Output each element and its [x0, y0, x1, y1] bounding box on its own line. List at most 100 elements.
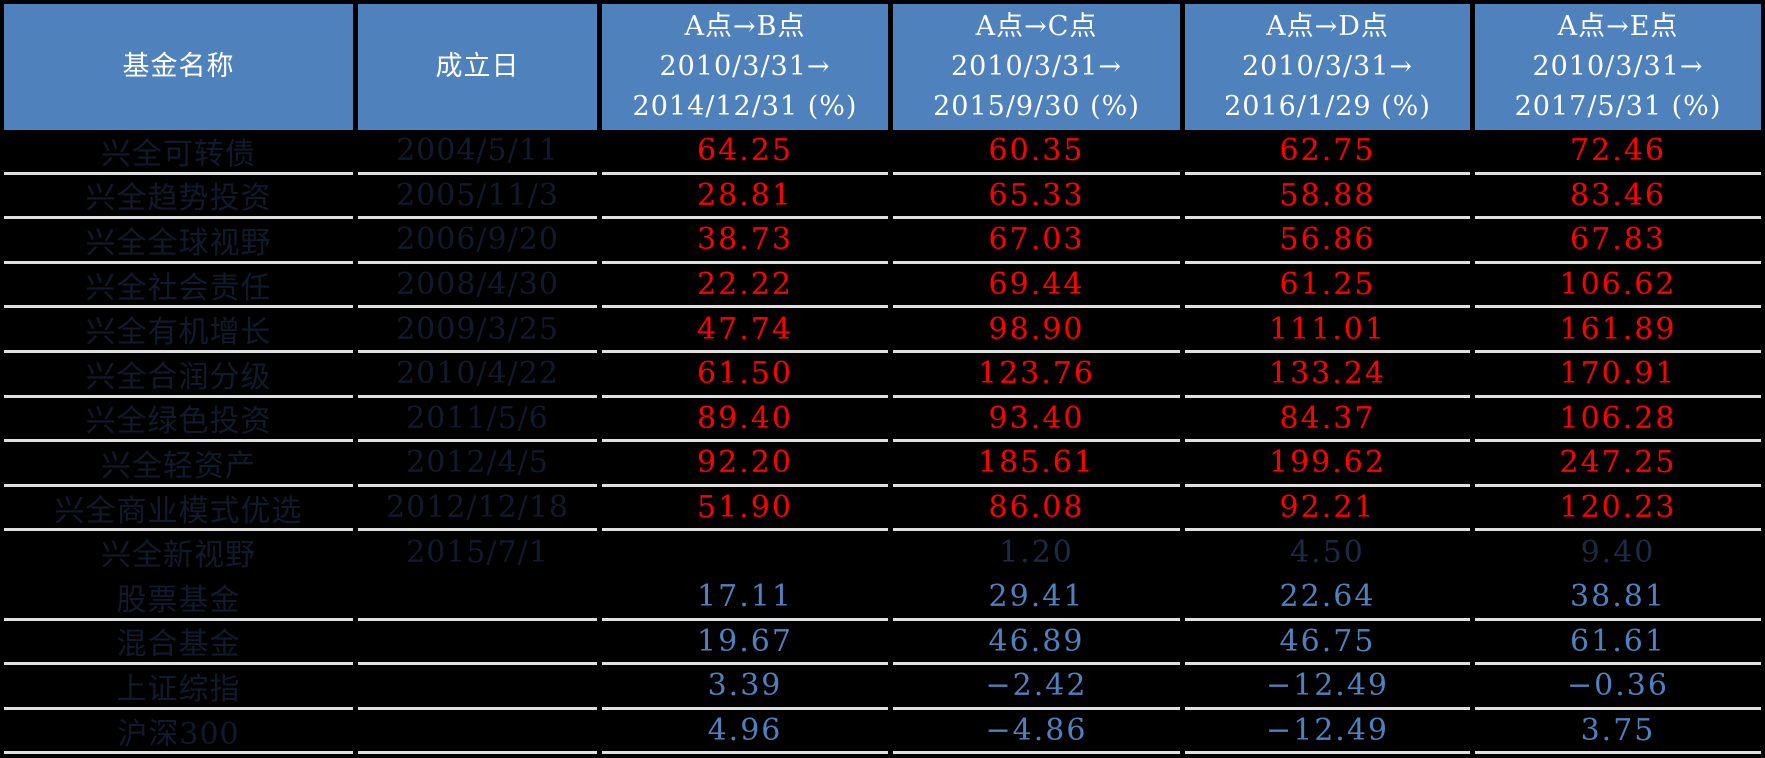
- header-line: 2010/3/31→: [950, 51, 1123, 82]
- table-row: 兴全合润分级 2010/4/22 61.50 123.76 133.24 170…: [4, 353, 1761, 398]
- table-row: 兴全绿色投资 2011/5/6 89.40 93.40 84.37 106.28: [4, 398, 1761, 443]
- table-row: 混合基金 19.67 46.89 46.75 61.61: [4, 621, 1761, 666]
- return-a-b-cell: [602, 531, 888, 576]
- return-a-d-cell: 46.75: [1185, 621, 1470, 666]
- inception-date-cell: 2012/4/5: [358, 442, 597, 487]
- header-line: A点→B点: [684, 11, 806, 42]
- return-a-c-cell: 86.08: [893, 487, 1180, 532]
- return-a-c-cell: 67.03: [893, 219, 1180, 264]
- return-a-c-cell: 60.35: [893, 130, 1180, 175]
- return-a-e-cell: 83.46: [1475, 175, 1761, 220]
- inception-date-cell: 2015/7/1: [406, 534, 549, 570]
- fund-name-cell: 兴全可转债: [4, 130, 353, 175]
- return-a-b-cell: 3.39: [602, 665, 888, 710]
- header-line: 2014/12/31 (%): [632, 91, 858, 122]
- header-line: 2010/3/31→: [659, 51, 831, 82]
- return-a-c-cell: 46.89: [893, 621, 1180, 666]
- header-return-a-d: A点→D点 2010/3/31→ 2016/1/29 (%): [1185, 4, 1470, 130]
- return-a-e-cell: 247.25: [1475, 442, 1761, 487]
- return-a-b-cell: 4.96: [602, 710, 888, 755]
- table-row: 兴全可转债 2004/5/11 64.25 60.35 62.75 72.46: [4, 130, 1761, 175]
- header-fund-name: 基金名称: [4, 4, 353, 130]
- inception-date-cell: [358, 621, 597, 666]
- fund-name-cell: 上证综指: [4, 665, 353, 710]
- inception-date-cell: 2006/9/20: [358, 219, 597, 264]
- return-a-d-cell: −12.49: [1185, 665, 1470, 710]
- table-row: 兴全趋势投资 2005/11/3 28.81 65.33 58.88 83.46: [4, 175, 1761, 220]
- return-a-d-cell: 92.21: [1185, 487, 1470, 532]
- return-a-e-cell: 61.61: [1475, 621, 1761, 666]
- return-a-b-cell: 22.22: [602, 264, 888, 309]
- return-a-e-cell: 120.23: [1475, 487, 1761, 532]
- header-line: A点→E点: [1557, 11, 1679, 42]
- table-row: 兴全轻资产 2012/4/5 92.20 185.61 199.62 247.2…: [4, 442, 1761, 487]
- return-a-e-cell: −0.36: [1475, 665, 1761, 710]
- inception-date-cell: 2005/11/3: [358, 175, 597, 220]
- inception-date-cell: 2012/12/18: [358, 487, 597, 532]
- return-a-c-cell: 69.44: [893, 264, 1180, 309]
- fund-name-cell: 兴全商业模式优选: [4, 487, 353, 532]
- return-a-b-cell: 61.50: [602, 353, 888, 398]
- return-a-c-cell: 98.90: [893, 308, 1180, 353]
- header-line: A点→C点: [975, 11, 1098, 42]
- return-a-b-cell: 28.81: [602, 175, 888, 220]
- return-a-b-cell: 64.25: [602, 130, 888, 175]
- return-a-d-cell: 62.75: [1185, 130, 1470, 175]
- return-a-b-cell: 51.90: [602, 487, 888, 532]
- table-row: 兴全新视野 2015/7/1 1.20 4.50 9.40: [4, 531, 1761, 576]
- return-a-d-cell: 58.88: [1185, 175, 1470, 220]
- table-body: 兴全可转债 2004/5/11 64.25 60.35 62.75 72.46 …: [4, 130, 1761, 755]
- return-a-e-cell: 170.91: [1475, 353, 1761, 398]
- table-row: 兴全社会责任 2008/4/30 22.22 69.44 61.25 106.6…: [4, 264, 1761, 309]
- return-a-d-cell: 4.50: [1290, 534, 1365, 570]
- return-a-e-cell: 106.62: [1475, 264, 1761, 309]
- header-return-a-e: A点→E点 2010/3/31→ 2017/5/31 (%): [1475, 4, 1761, 130]
- inception-date-cell: 2011/5/6: [358, 398, 597, 443]
- inception-date-cell: 2008/4/30: [358, 264, 597, 309]
- table-row: 兴全全球视野 2006/9/20 38.73 67.03 56.86 67.83: [4, 219, 1761, 264]
- header-line: 2010/3/31→: [1532, 51, 1704, 82]
- table-header-row: 基金名称 成立日 A点→B点 2010/3/31→ 2014/12/31 (%)…: [4, 4, 1761, 130]
- return-a-d-cell: 61.25: [1185, 264, 1470, 309]
- return-a-c-cell: 1.20: [999, 534, 1074, 570]
- return-a-d-cell: 111.01: [1185, 308, 1470, 353]
- header-return-a-c: A点→C点 2010/3/31→ 2015/9/30 (%): [893, 4, 1180, 130]
- return-a-b-cell: 89.40: [602, 398, 888, 443]
- inception-date-cell: 2010/4/22: [358, 353, 597, 398]
- return-a-b-cell: 38.73: [602, 219, 888, 264]
- return-a-c-cell: −2.42: [893, 665, 1180, 710]
- table-row: 兴全有机增长 2009/3/25 47.74 98.90 111.01 161.…: [4, 308, 1761, 353]
- return-a-c-cell: 65.33: [893, 175, 1180, 220]
- return-a-e-cell: 38.81: [1475, 576, 1761, 621]
- return-a-b-cell: 19.67: [602, 621, 888, 666]
- inception-date-cell: 2004/5/11: [358, 130, 597, 175]
- header-line: 2015/9/30 (%): [933, 91, 1140, 122]
- return-a-d-cell: 84.37: [1185, 398, 1470, 443]
- return-a-c-cell: 123.76: [893, 353, 1180, 398]
- return-a-d-cell: −12.49: [1185, 710, 1470, 755]
- return-a-d-cell: 22.64: [1185, 576, 1470, 621]
- fund-name-cell: 兴全新视野: [101, 538, 256, 574]
- header-line: 2016/1/29 (%): [1224, 91, 1431, 122]
- return-a-d-cell: 199.62: [1185, 442, 1470, 487]
- table-row: 沪深300 4.96 −4.86 −12.49 3.75: [4, 710, 1761, 755]
- header-line: A点→D点: [1266, 11, 1389, 42]
- return-a-e-cell: 67.83: [1475, 219, 1761, 264]
- inception-date-cell: 2009/3/25: [358, 308, 597, 353]
- inception-date-cell: [358, 665, 597, 710]
- return-a-e-cell: 72.46: [1475, 130, 1761, 175]
- inception-date-cell: [358, 576, 597, 621]
- table-row: 兴全商业模式优选 2012/12/18 51.90 86.08 92.21 12…: [4, 487, 1761, 532]
- header-line: 基金名称: [122, 51, 235, 82]
- fund-name-cell: 兴全合润分级: [4, 353, 353, 398]
- fund-name-cell: 兴全全球视野: [4, 219, 353, 264]
- fund-name-cell: 兴全社会责任: [4, 264, 353, 309]
- fund-name-cell: 股票基金: [4, 576, 353, 621]
- header-line: 成立日: [435, 51, 520, 82]
- return-a-c-cell: 185.61: [893, 442, 1180, 487]
- return-a-e-cell: 106.28: [1475, 398, 1761, 443]
- return-a-d-cell: 56.86: [1185, 219, 1470, 264]
- return-a-b-cell: 92.20: [602, 442, 888, 487]
- return-a-c-cell: −4.86: [893, 710, 1180, 755]
- header-line: 2017/5/31 (%): [1514, 91, 1722, 122]
